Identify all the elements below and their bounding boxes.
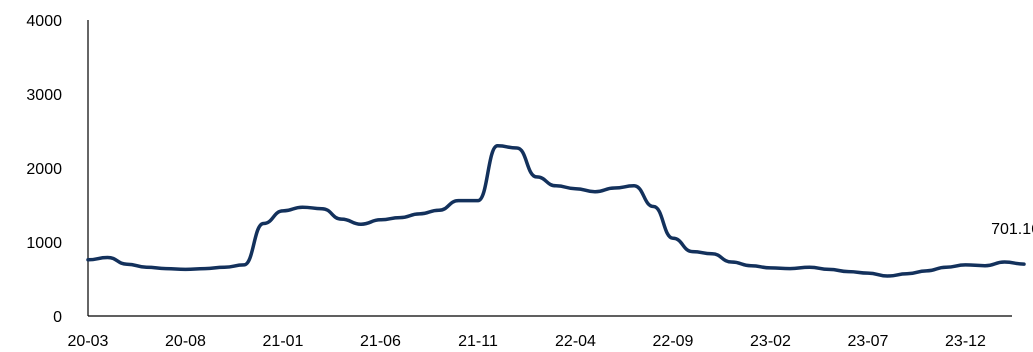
y-tick-label: 1000 xyxy=(26,235,62,252)
x-tick-label: 22-04 xyxy=(555,333,596,350)
y-tick-label: 4000 xyxy=(26,13,62,30)
x-tick-label: 23-07 xyxy=(848,333,889,350)
x-tick-label: 20-03 xyxy=(68,333,109,350)
y-tick-label: 3000 xyxy=(26,87,62,104)
x-tick-label: 23-02 xyxy=(750,333,791,350)
y-tick-label: 2000 xyxy=(26,161,62,178)
x-tick-label: 21-11 xyxy=(458,333,498,350)
x-tick-label: 22-09 xyxy=(653,333,694,350)
x-tick-labels: 20-03 20-08 21-01 21-06 21-11 22-04 22-09 23-02… xyxy=(68,333,987,350)
x-tick-label: 20-08 xyxy=(165,333,206,350)
series-line xyxy=(86,144,1026,278)
x-tick-label: 21-01 xyxy=(263,333,304,350)
y-tick-label: 0 xyxy=(53,309,62,326)
x-tick-label: 21-06 xyxy=(360,333,401,350)
end-value-label: 701.16 xyxy=(991,221,1033,238)
y-tick-labels: 0 1000 2000 3000 4000 xyxy=(26,13,62,326)
x-tick-label: 23-12 xyxy=(945,333,986,350)
